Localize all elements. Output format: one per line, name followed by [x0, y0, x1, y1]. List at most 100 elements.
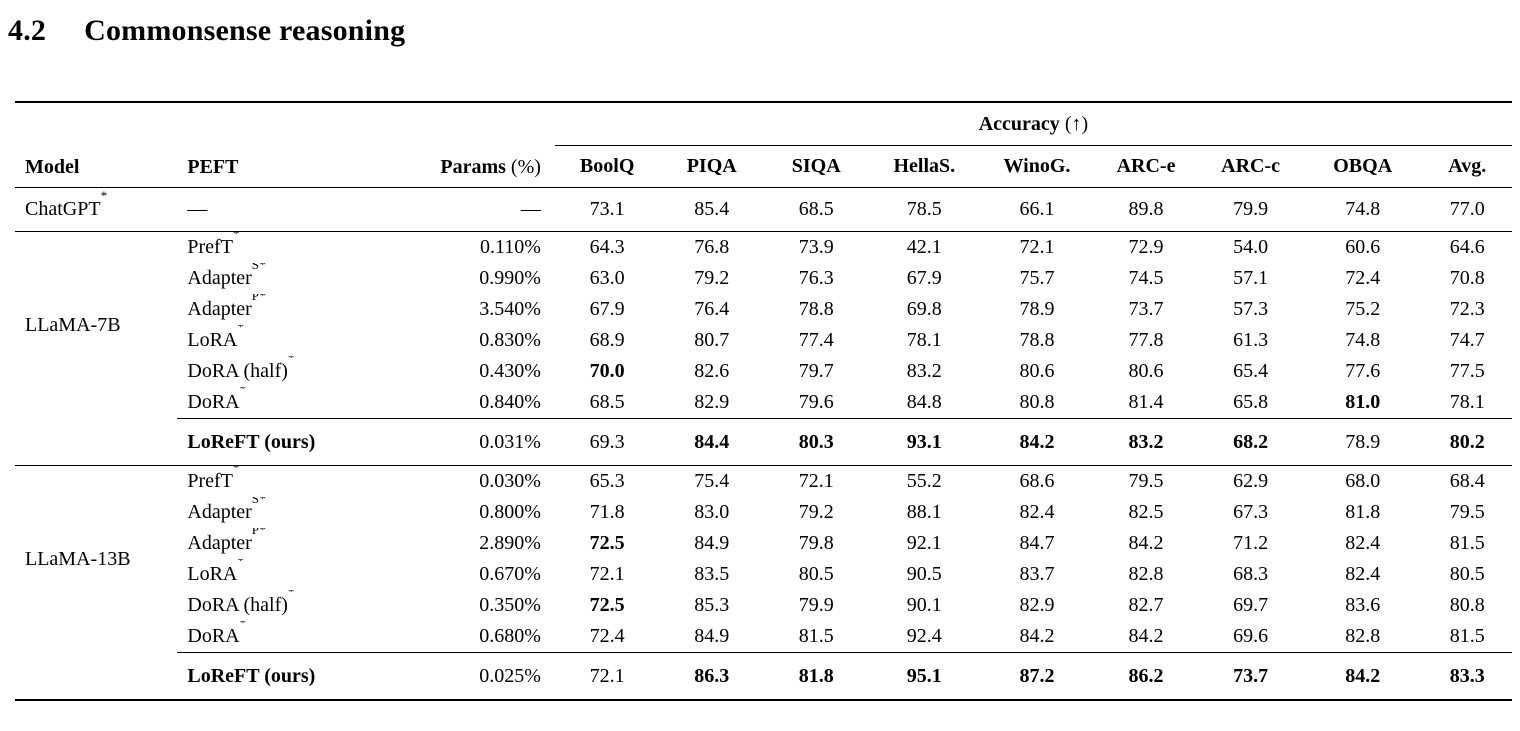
superscript-marker: P*	[251, 528, 267, 538]
score-cell: 82.8	[1345, 625, 1381, 647]
score-cell: 82.5	[1128, 501, 1164, 523]
peft-method-label: DoRA (half)	[187, 594, 288, 616]
score-cell: 84.8	[906, 391, 942, 413]
score-cell: 79.2	[798, 501, 834, 523]
peft-method-label: LoReFT (ours)	[187, 430, 316, 453]
score-cell: 66.1	[980, 187, 1094, 232]
superscript-marker: *	[232, 465, 240, 476]
peft-cell: AdapterS*	[177, 497, 392, 528]
score-cell: 71.2	[1233, 532, 1269, 554]
score-cell: 83.3	[1422, 652, 1512, 700]
score-cell: 57.1	[1233, 267, 1269, 289]
peft-method-label: Adapter	[187, 298, 252, 320]
score-cell: 93.1	[868, 418, 981, 466]
score-cell: 74.8	[1345, 329, 1381, 351]
peft-cell: DoRA (half)*	[177, 590, 392, 621]
peft-method-label: LoReFT (ours)	[187, 664, 316, 687]
params-cell: 0.031%	[392, 418, 555, 466]
score-cell: 76.3	[798, 267, 834, 289]
score-cell: 68.6	[1019, 470, 1055, 492]
score-cell: 84.7	[1019, 532, 1055, 554]
params-cell: 3.540%	[479, 298, 541, 320]
score-cell: 65.8	[1233, 391, 1269, 413]
score-cell: 79.5	[1449, 501, 1485, 523]
score-cell: 87.2	[980, 652, 1094, 700]
score-cell: 72.3	[1449, 298, 1485, 320]
score-cell: 68.9	[589, 329, 625, 351]
score-cell: 72.4	[589, 625, 625, 647]
score-cell: 83.5	[694, 563, 730, 585]
score-cell: 64.6	[1449, 236, 1485, 258]
score-cell: 84.2	[1019, 625, 1055, 647]
score-cell: 77.0	[1422, 187, 1512, 232]
accuracy-label: Accuracy	[978, 112, 1060, 135]
score-cell: 78.8	[798, 298, 834, 320]
row-llama-7b-dora: DoRA* 0.840% 68.5 82.9 79.6 84.8 80.8 81.4 65.8 8…	[15, 387, 1512, 419]
peft-cell: —	[177, 187, 393, 232]
score-cell: 77.8	[1128, 329, 1164, 351]
score-cell: 81.5	[1449, 625, 1485, 647]
superscript-marker: *	[100, 188, 108, 204]
score-cell: 77.5	[1449, 360, 1485, 382]
peft-method-label: Adapter	[187, 532, 252, 554]
score-cell: 83.2	[1093, 418, 1199, 466]
model-label: LLaMA-7B	[25, 313, 121, 336]
score-cell: 79.9	[1198, 187, 1303, 232]
section-number: 4.2	[8, 14, 47, 47]
params-cell: 0.670%	[479, 563, 541, 585]
superscript-marker: P*	[251, 294, 267, 304]
peft-method-label: Adapter	[187, 267, 252, 289]
score-cell: 63.0	[589, 267, 625, 289]
section-title: Commonsense reasoning	[84, 14, 406, 47]
row-llama-13b-lora: LoRA* 0.670% 72.1 83.5 80.5 90.5 83.7 82.8 68.3 8…	[15, 559, 1512, 590]
col-header-model: Model	[15, 102, 178, 188]
score-cell: 79.2	[694, 267, 730, 289]
score-cell: 72.1	[798, 470, 834, 492]
score-cell: 78.1	[1449, 391, 1485, 413]
score-cell: 83.7	[1019, 563, 1055, 585]
score-cell: 86.2	[1093, 652, 1199, 700]
params-cell: 0.990%	[479, 267, 541, 289]
score-cell: 84.9	[694, 532, 730, 554]
superscript-marker: *	[287, 356, 295, 366]
score-cell: 84.4	[659, 418, 764, 466]
score-cell: 69.3	[554, 418, 660, 466]
results-table: Model PEFT Params (%) Accuracy (↑) BoolQ…	[15, 101, 1512, 701]
score-cell: 65.4	[1233, 360, 1269, 382]
superscript-marker: *	[237, 559, 245, 569]
score-cell: 77.6	[1345, 360, 1381, 382]
peft-cell: DoRA*	[177, 621, 392, 653]
score-cell: 89.8	[1093, 187, 1199, 232]
score-cell: 92.1	[906, 532, 942, 554]
score-cell: 67.3	[1233, 501, 1269, 523]
model-label: ChatGPT*	[15, 187, 178, 232]
params-cell: 2.890%	[479, 532, 541, 554]
score-cell: 81.4	[1128, 391, 1164, 413]
superscript-marker: *	[237, 325, 245, 335]
params-cell: —	[392, 187, 555, 232]
params-cell: 0.840%	[479, 391, 541, 413]
peft-method-label: LoRA	[187, 329, 238, 351]
score-cell: 79.7	[798, 360, 834, 382]
col-header-hellas: HellaS.	[868, 145, 981, 188]
score-cell: 54.0	[1233, 236, 1269, 258]
score-cell: 80.2	[1422, 418, 1512, 466]
score-cell: 69.8	[906, 298, 942, 320]
score-cell: 80.6	[1128, 360, 1164, 382]
params-cell: 0.430%	[479, 360, 541, 382]
superscript-marker: S*	[251, 263, 267, 273]
params-cell: 0.800%	[479, 501, 541, 523]
peft-method-label: PrefT	[187, 236, 233, 258]
peft-cell: LoReFT (ours)	[177, 418, 393, 466]
score-cell: 84.2	[1128, 625, 1164, 647]
score-cell: 72.1	[589, 563, 625, 585]
peft-method-label: Adapter	[187, 501, 252, 523]
score-cell: 77.4	[798, 329, 834, 351]
score-cell: 73.9	[798, 236, 834, 258]
params-unit-label: (%)	[510, 156, 541, 178]
params-cell: 0.030%	[479, 470, 541, 492]
score-cell: 82.4	[1345, 532, 1381, 554]
row-llama-7b-loreft-ours: LoReFT (ours) 0.031% 69.3 84.4 80.3 93.1 84.2 8…	[15, 418, 1512, 466]
peft-cell: AdapterP*	[177, 528, 392, 559]
